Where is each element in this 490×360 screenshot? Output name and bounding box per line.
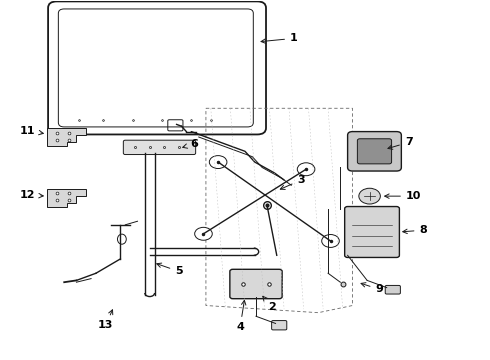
Circle shape [359,188,380,204]
FancyBboxPatch shape [347,132,401,171]
Circle shape [209,156,227,168]
Polygon shape [47,128,86,146]
Circle shape [297,163,315,176]
Circle shape [195,227,212,240]
Text: 9: 9 [361,283,383,294]
Text: 1: 1 [261,33,298,43]
Polygon shape [47,189,86,207]
FancyBboxPatch shape [271,320,287,330]
Text: 3: 3 [280,175,305,189]
Text: 2: 2 [263,296,276,312]
Text: 10: 10 [385,191,421,201]
FancyBboxPatch shape [357,139,392,164]
FancyBboxPatch shape [385,285,400,294]
Text: 13: 13 [98,310,113,330]
Text: 12: 12 [20,190,43,200]
Text: 4: 4 [236,300,246,332]
Text: 11: 11 [20,126,43,135]
Text: 7: 7 [388,138,413,149]
Circle shape [322,234,339,247]
FancyBboxPatch shape [230,269,282,299]
Text: 5: 5 [157,263,183,276]
Text: 8: 8 [403,225,427,235]
FancyBboxPatch shape [123,140,196,154]
Text: 6: 6 [183,139,197,149]
FancyBboxPatch shape [344,207,399,257]
